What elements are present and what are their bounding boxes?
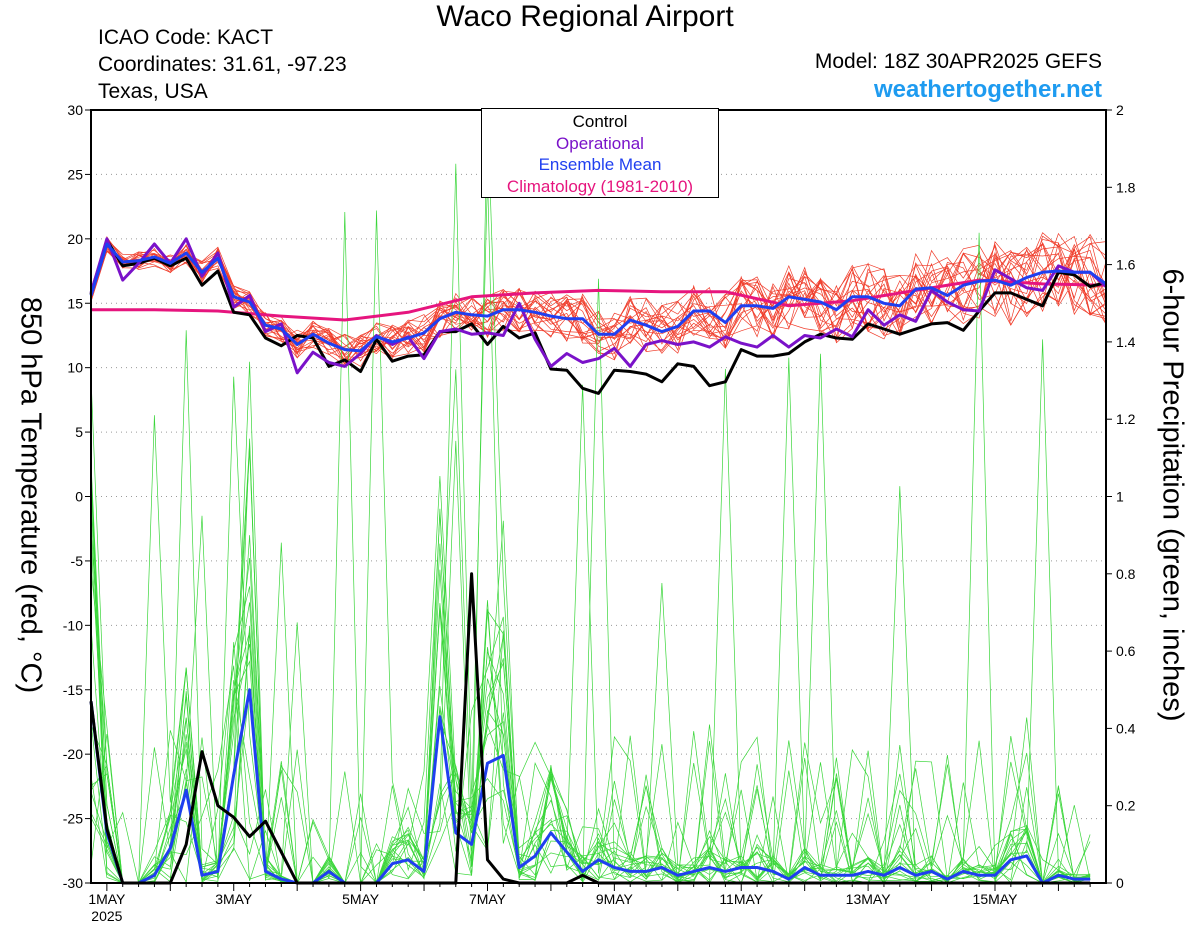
y-left-tick-label: 0: [75, 489, 83, 505]
temp-member-line: [90, 233, 1107, 357]
y-left-tick-label: 10: [67, 360, 83, 376]
y-right-tick-label: 0: [1116, 875, 1124, 891]
y-left-tick-label: 5: [75, 424, 83, 440]
y-right-tick-label: 0.4: [1116, 720, 1136, 736]
y-left-tick-label: 20: [67, 231, 83, 247]
coordinates: Coordinates: 31.61, -97.23: [98, 53, 347, 76]
climatology-1981-2010-temp-line: [91, 278, 1107, 322]
plot-frame: [90, 109, 1107, 884]
y-left-tick-label: 15: [67, 295, 83, 311]
precip-member-line: [90, 210, 1091, 884]
x-tick-label: 3MAY: [215, 891, 253, 907]
y-right-tick-label: 1: [1116, 489, 1124, 505]
ensemble-mean-precip-line: [89, 688, 1091, 885]
axis-ticks: 302520151050-5-10-15-20-25-3021.81.61.41…: [63, 102, 1136, 924]
precip-member-line: [90, 361, 1091, 884]
y-axis-left-label: 850 hPa Temperature (red, °C): [14, 296, 47, 694]
region: Texas, USA: [98, 80, 208, 103]
precip-member-line: [90, 278, 1091, 884]
y-left-tick-label: -25: [63, 811, 83, 827]
icao-code: ICAO Code: KACT: [98, 26, 274, 49]
y-right-tick-label: 1.4: [1116, 334, 1136, 350]
x-tick-label: 5MAY: [342, 891, 380, 907]
y-right-tick-label: 1.6: [1116, 257, 1136, 273]
ensemble-mean-temp-line: [89, 242, 1107, 353]
control-temp-line: [89, 238, 1107, 395]
y-right-tick-label: 2: [1116, 102, 1124, 118]
y-right-tick-label: 0.6: [1116, 643, 1136, 659]
grid-lines: [91, 173, 1106, 820]
y-axis-right-label: 6-hour Precipitation (green, inches): [1156, 268, 1189, 722]
y-left-tick-label: 25: [67, 166, 83, 182]
x-tick-label: 7MAY: [469, 891, 507, 907]
y-right-tick-label: 1.2: [1116, 411, 1136, 427]
temp-member-line: [90, 236, 1107, 355]
legend-ensemble-mean: Ensemble Mean: [538, 155, 662, 174]
x-tick-label: 15MAY: [973, 891, 1019, 907]
x-tick-label: 9MAY: [596, 891, 634, 907]
x-year-label: 2025: [91, 908, 122, 924]
y-right-tick-label: 0.8: [1116, 566, 1136, 582]
precip-member-line: [90, 384, 1091, 885]
y-left-tick-label: -5: [71, 553, 84, 569]
chart-title: Waco Regional Airport: [436, 0, 734, 33]
x-tick-label: 1MAY: [88, 891, 126, 907]
legend-operational: Operational: [556, 133, 644, 153]
ensemble-members: [90, 109, 1107, 885]
temp-member-line: [90, 232, 1107, 359]
y-left-tick-label: 30: [67, 102, 83, 118]
y-left-tick-label: -30: [63, 875, 83, 891]
y-left-tick-label: -15: [63, 682, 83, 698]
legend-control: Control: [572, 112, 628, 131]
y-right-tick-label: 1.8: [1116, 179, 1136, 195]
precip-member-line: [90, 600, 1091, 884]
y-right-tick-label: 0.2: [1116, 798, 1136, 814]
model-run: Model: 18Z 30APR2025 GEFS: [814, 50, 1102, 73]
y-left-tick-label: -20: [63, 746, 83, 762]
x-tick-label: 13MAY: [846, 891, 892, 907]
legend: Control Operational Ensemble Mean Climat…: [481, 108, 719, 198]
site-link[interactable]: weathertogether.net: [873, 76, 1102, 103]
y-left-tick-label: -10: [63, 617, 83, 633]
legend-climatology: Climatology (1981-2010): [506, 176, 694, 196]
precip-member-line: [90, 211, 1091, 884]
x-tick-label: 11MAY: [719, 891, 763, 907]
